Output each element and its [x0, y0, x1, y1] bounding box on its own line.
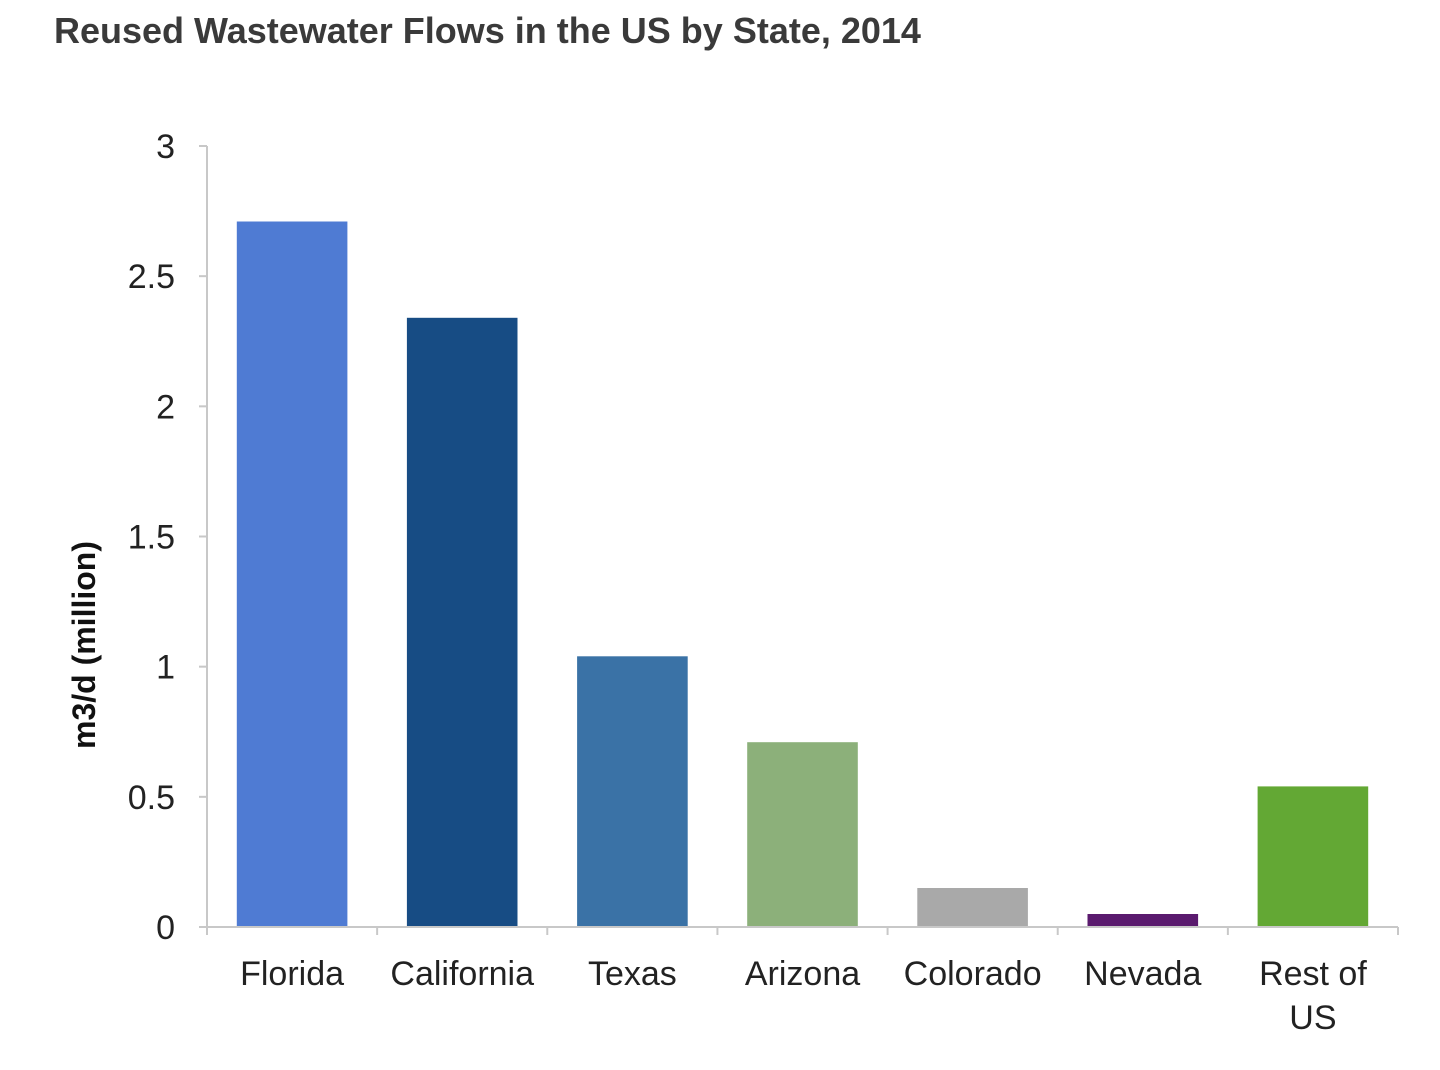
y-tick-label: 2 — [156, 388, 175, 426]
y-tick-label: 2.5 — [128, 258, 175, 296]
y-tick-label: 0.5 — [128, 779, 175, 817]
bars-group — [236, 221, 1369, 927]
x-tick-label: Nevada — [1084, 955, 1201, 993]
bar-nevada — [1087, 914, 1199, 927]
y-tick-label: 1 — [156, 649, 175, 687]
bar-texas — [577, 656, 688, 927]
y-ticks-group: 0 0.5 1 1.5 2 2.5 3 — [128, 128, 207, 947]
x-tick-label: California — [390, 955, 534, 993]
x-tick-label: Florida — [240, 955, 344, 993]
chart-title: Reused Wastewater Flows in the US by Sta… — [54, 10, 921, 51]
bar-florida — [236, 221, 348, 927]
bar-colorado — [917, 888, 1028, 927]
x-tick-label: Rest of US — [1259, 955, 1367, 1037]
x-ticks-group: Florida California Texas Arizona Colorado Nev… — [206, 927, 1399, 1037]
y-axis-label: m3/d (million) — [66, 541, 102, 749]
bar-california — [406, 317, 518, 927]
bar-rest-of-us — [1257, 786, 1369, 927]
x-tick-label: Colorado — [904, 955, 1042, 993]
y-tick-label: 1.5 — [128, 519, 175, 557]
x-tick-label: Texas — [588, 955, 677, 993]
y-tick-label: 3 — [156, 128, 175, 166]
x-tick-label: Arizona — [745, 955, 860, 993]
y-tick-label: 0 — [156, 909, 175, 947]
bar-arizona — [747, 742, 858, 927]
